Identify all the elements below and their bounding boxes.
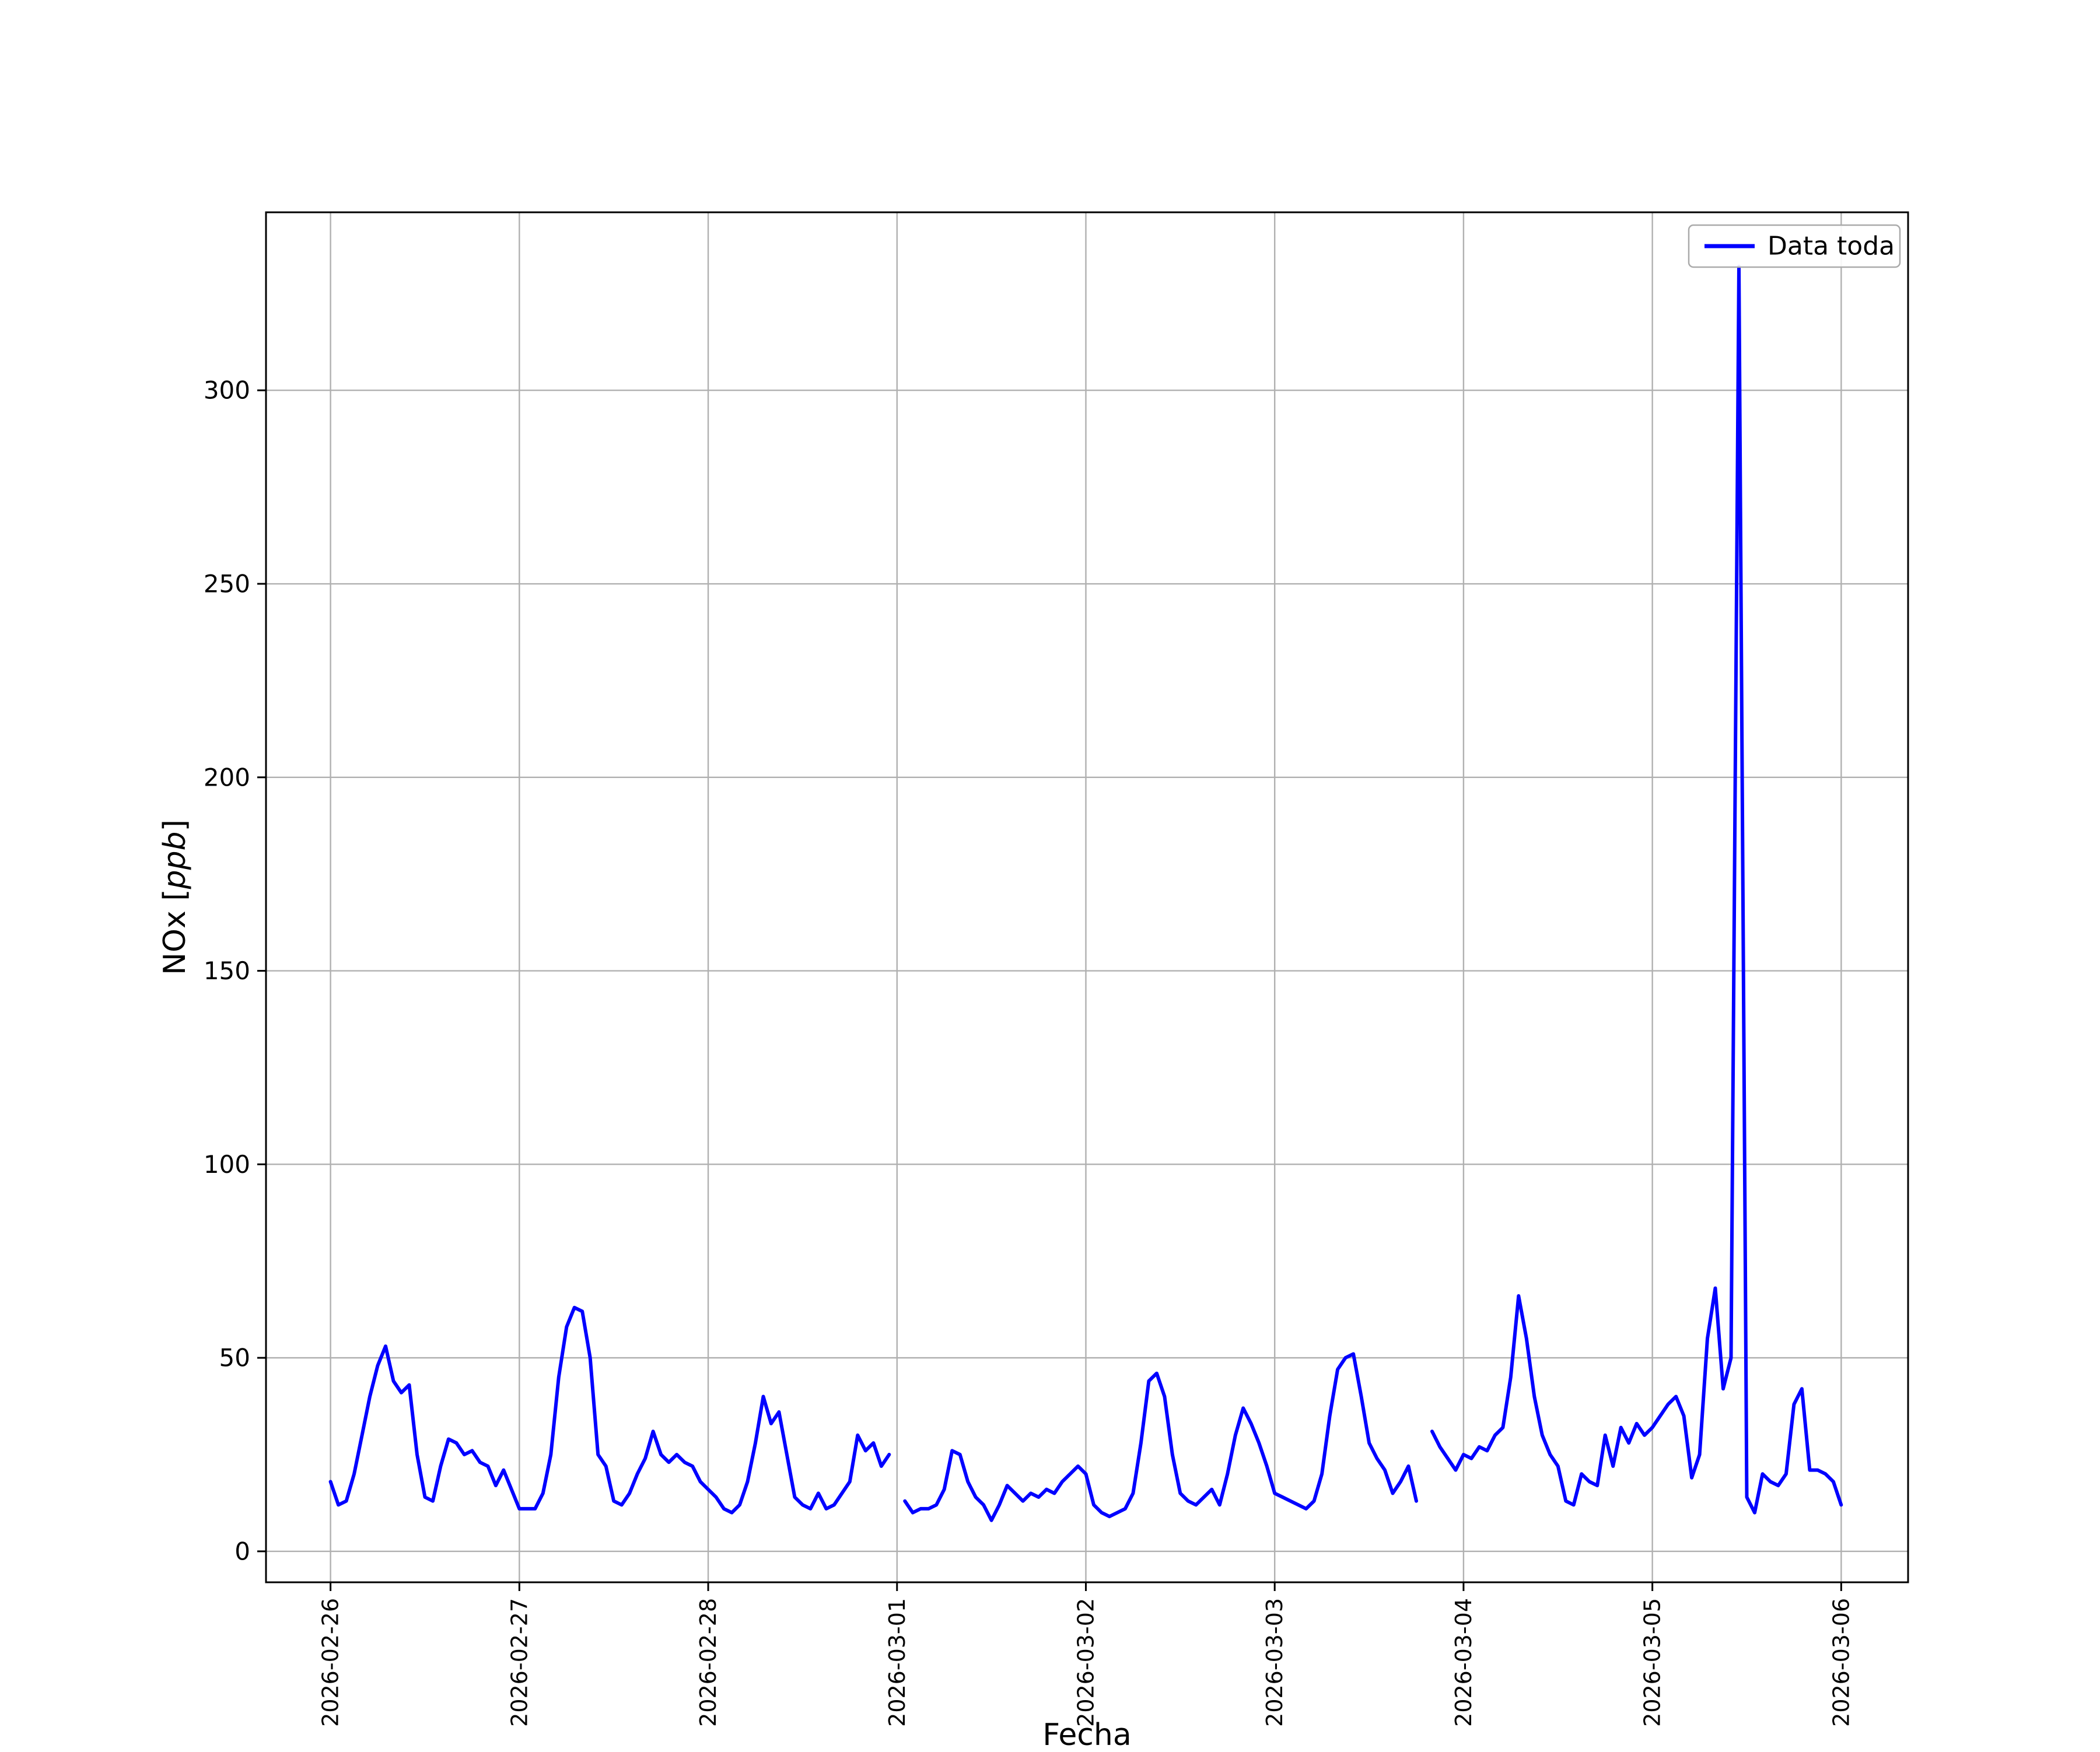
y-tick-label: 0 — [235, 1537, 250, 1565]
x-tick-label: 2026-03-04 — [1451, 1598, 1476, 1727]
legend-label: Data toda — [1768, 232, 1895, 261]
x-tick-label: 2026-03-06 — [1828, 1598, 1854, 1727]
plot-border — [265, 211, 1909, 1583]
x-tick-label: 2026-02-26 — [318, 1598, 344, 1727]
x-tick-label: 2026-03-05 — [1640, 1598, 1665, 1727]
y-tick-label: 300 — [204, 376, 250, 405]
y-axis-label: NOx [ppb] — [158, 819, 192, 975]
x-tick-label: 2026-03-01 — [884, 1598, 910, 1727]
x-tick-label: 2026-03-02 — [1073, 1598, 1098, 1727]
y-tick-label: 50 — [219, 1344, 250, 1372]
legend: Data toda — [1688, 224, 1901, 268]
y-tick-label: 250 — [204, 570, 250, 598]
y-tick-label: 200 — [204, 763, 250, 791]
legend-box — [1688, 224, 1901, 268]
data-series-line — [328, 264, 1843, 1522]
x-tick-label: 2026-02-28 — [695, 1598, 721, 1727]
y-tick-label: 150 — [204, 956, 250, 985]
x-tick-label: 2026-03-03 — [1262, 1598, 1287, 1727]
y-tick-label: 100 — [204, 1150, 250, 1179]
x-tick-label: 2026-02-27 — [506, 1598, 532, 1727]
x-axis-label: Fecha — [1042, 1718, 1131, 1750]
